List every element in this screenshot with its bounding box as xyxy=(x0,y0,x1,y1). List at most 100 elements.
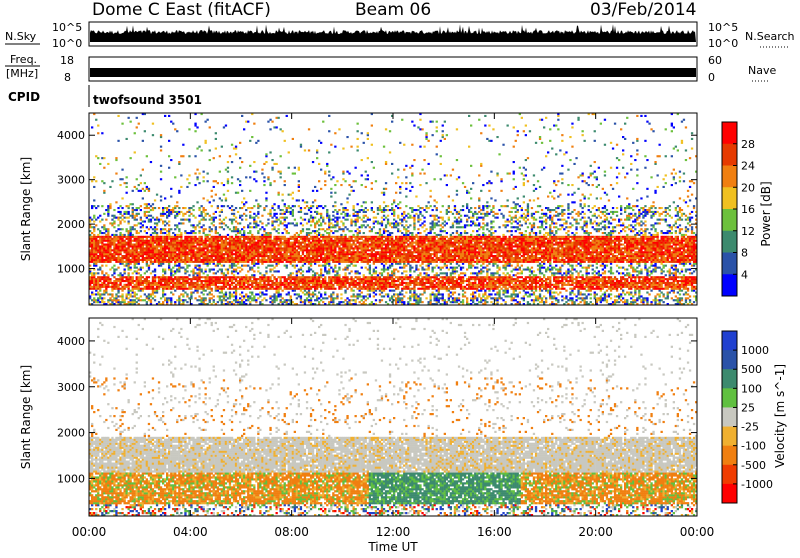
power-cell xyxy=(142,251,144,253)
power-cell xyxy=(188,128,190,130)
power-cell xyxy=(115,230,117,232)
power-cell xyxy=(107,293,109,295)
power-cell xyxy=(140,219,142,221)
power-cell xyxy=(188,274,190,276)
power-cell xyxy=(259,255,261,257)
power-cell xyxy=(138,288,140,290)
power-cell xyxy=(124,244,126,246)
power-cell xyxy=(385,209,387,211)
power-cell xyxy=(247,253,249,255)
power-cell xyxy=(320,240,322,242)
power-cell xyxy=(334,261,336,263)
power-cell xyxy=(377,286,379,288)
power-cell xyxy=(91,293,93,295)
power-cell xyxy=(267,240,269,242)
power-cell xyxy=(223,284,225,286)
power-cell xyxy=(355,224,357,226)
power-cell xyxy=(111,255,113,257)
power-cell xyxy=(320,255,322,257)
power-cell xyxy=(124,240,126,242)
power-cell xyxy=(148,280,150,282)
power-cell xyxy=(324,253,326,255)
power-cell xyxy=(235,284,237,286)
power-cell xyxy=(346,278,348,280)
power-cell xyxy=(251,255,253,257)
power-cell xyxy=(255,247,257,249)
power-cell xyxy=(269,301,271,303)
power-cell xyxy=(203,209,205,211)
power-cell xyxy=(369,295,371,297)
power-cell xyxy=(194,265,196,267)
power-cell xyxy=(142,290,144,292)
power-cell xyxy=(229,228,231,230)
power-cell xyxy=(361,226,363,228)
power-cell xyxy=(344,259,346,261)
power-cell xyxy=(342,255,344,257)
power-cell xyxy=(249,245,251,247)
power-cell xyxy=(385,224,387,226)
power-cell xyxy=(233,295,235,297)
power-cell xyxy=(340,301,342,303)
power-cell xyxy=(336,236,338,238)
power-cell xyxy=(146,259,148,261)
power-cell xyxy=(221,238,223,240)
power-cell xyxy=(316,261,318,263)
power-cell xyxy=(154,274,156,276)
power-cell xyxy=(99,221,101,223)
power-cell xyxy=(243,257,245,259)
power-cell xyxy=(227,282,229,284)
power-cell xyxy=(306,293,308,295)
power-cell xyxy=(276,292,278,294)
power-cell xyxy=(158,253,160,255)
power-cell xyxy=(107,251,109,253)
power-cell xyxy=(300,257,302,259)
power-cell xyxy=(239,253,241,255)
power-cell xyxy=(271,282,273,284)
power-cell xyxy=(162,288,164,290)
power-cell xyxy=(241,236,243,238)
power-cell xyxy=(314,186,316,188)
power-cell xyxy=(253,255,255,257)
power-cell xyxy=(130,249,132,251)
power-cell xyxy=(300,286,302,288)
power-cell xyxy=(298,282,300,284)
power-cell xyxy=(140,226,142,228)
power-cell xyxy=(290,274,292,276)
power-cell xyxy=(379,244,381,246)
power-cell xyxy=(300,295,302,297)
power-cell xyxy=(381,261,383,263)
power-cell xyxy=(235,265,237,267)
power-cell xyxy=(168,140,170,142)
power-cell xyxy=(377,284,379,286)
power-cell xyxy=(259,247,261,249)
power-cell xyxy=(103,244,105,246)
power-cell xyxy=(332,211,334,213)
power-cell xyxy=(263,180,265,182)
power-cell xyxy=(140,267,142,269)
power-cell xyxy=(176,245,178,247)
power-cell xyxy=(201,240,203,242)
power-cell xyxy=(162,207,164,209)
power-cell xyxy=(336,276,338,278)
power-cell xyxy=(174,265,176,267)
power-cell xyxy=(196,178,198,180)
power-cell xyxy=(346,249,348,251)
power-cell xyxy=(217,242,219,244)
power-cell xyxy=(373,236,375,238)
power-cell xyxy=(166,259,168,261)
power-cell xyxy=(107,280,109,282)
power-cell xyxy=(239,242,241,244)
power-cell xyxy=(138,269,140,271)
power-cell xyxy=(361,249,363,251)
power-cell xyxy=(172,244,174,246)
power-cell xyxy=(229,261,231,263)
power-cell xyxy=(314,236,316,238)
power-cell xyxy=(144,221,146,223)
power-cell xyxy=(128,117,130,119)
power-cell xyxy=(318,301,320,303)
power-cell xyxy=(257,245,259,247)
power-cell xyxy=(292,213,294,215)
power-cell xyxy=(379,234,381,236)
power-cell xyxy=(97,299,99,301)
power-cell xyxy=(211,251,213,253)
